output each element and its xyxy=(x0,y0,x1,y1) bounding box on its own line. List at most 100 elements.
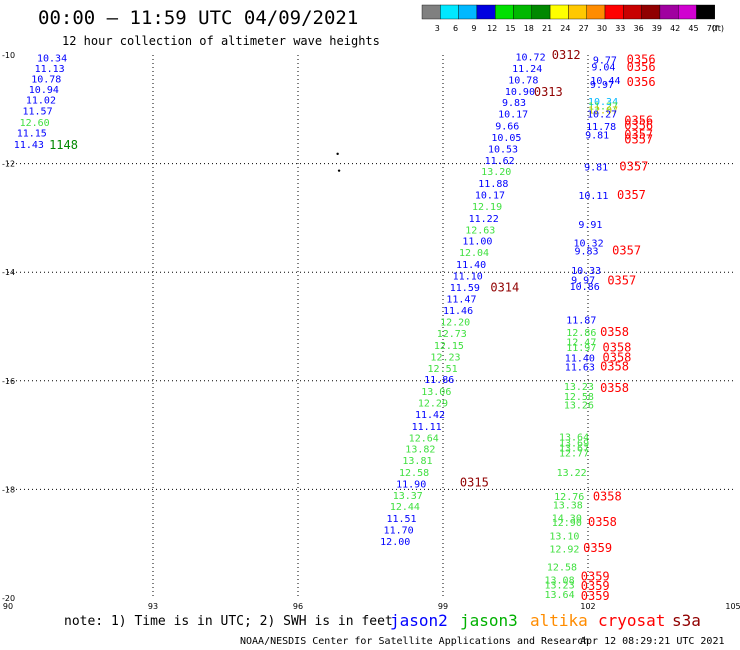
plot-grid xyxy=(8,55,733,598)
wave-height-value: 11.90 xyxy=(396,479,426,490)
color-scale-label: 27 xyxy=(579,24,589,33)
wave-height-value: 11.15 xyxy=(17,129,47,140)
color-scale-swatch xyxy=(678,4,697,20)
wave-height-value: 12.64 xyxy=(409,433,439,444)
y-tick-label: -10 xyxy=(2,51,15,60)
x-tick-label: 96 xyxy=(293,602,303,611)
chart-title: 00:00 – 11:59 UTC 04/09/2021 xyxy=(38,7,358,29)
wave-height-value: 9.83 xyxy=(502,98,526,109)
pass-time-label: 0359 xyxy=(581,589,610,603)
pass-time-label: 0356 xyxy=(624,119,653,133)
color-scale-label: 12 xyxy=(487,24,497,33)
pass-time-label: 0356 xyxy=(624,114,653,128)
pass-time-label: 0359 xyxy=(581,569,610,583)
wave-height-value: 12.51 xyxy=(428,364,458,375)
wave-height-value: 11.13 xyxy=(35,64,65,75)
wave-height-value: 10.44 xyxy=(590,76,620,87)
color-scale-label: 45 xyxy=(688,24,698,33)
wave-height-value: 13.38 xyxy=(553,501,583,512)
wave-height-value: 10.34 xyxy=(37,54,67,65)
wave-height-value: 11.51 xyxy=(386,514,416,525)
wave-height-value: 10.11 xyxy=(578,191,608,202)
island-markers xyxy=(336,152,341,172)
wave-height-value: 13.37 xyxy=(393,491,423,502)
color-scale-legend: 3 6 9 12 15 18 21 24 27 30 33 36 39 42 45 70 xyxy=(421,4,717,33)
color-scale-swatch xyxy=(604,4,624,20)
wave-height-value: 11.46 xyxy=(443,306,473,317)
x-tick-label: 105 xyxy=(725,602,740,611)
wave-height-value: 13.69 xyxy=(559,439,589,450)
satellite-legend: jason2 jason3 altika cryosat s3a xyxy=(390,611,701,630)
wave-height-value: 13.64 xyxy=(545,590,575,601)
wave-height-value: 13.23 xyxy=(564,382,594,393)
satellite-legend-item: altika xyxy=(530,611,588,630)
pass-time-label: 0356 xyxy=(627,75,656,89)
x-tick-label: 99 xyxy=(438,602,448,611)
wave-height-value: 10.78 xyxy=(508,75,538,86)
x-tick-label: 102 xyxy=(580,602,595,611)
pass-time-label: 0357 xyxy=(624,133,653,147)
pass-time-label: 0357 xyxy=(619,159,648,173)
y-tick-label: -16 xyxy=(2,377,15,386)
wave-height-value: 10.72 xyxy=(516,53,546,64)
satellite-legend-item: cryosat xyxy=(598,611,665,630)
color-scale-swatch xyxy=(421,4,441,20)
pass-time-label: 0358 xyxy=(603,350,632,364)
footer-timestamp: Apr 12 08:29:21 UTC 2021 xyxy=(580,636,725,647)
color-scale-swatch xyxy=(623,4,642,20)
wave-height-value: 13.20 xyxy=(481,167,511,178)
wave-height-value: 11.70 xyxy=(384,526,414,537)
color-scale-unit: (ft) xyxy=(712,24,724,33)
color-scale-swatch xyxy=(458,4,478,20)
wave-height-value: 11.47 xyxy=(446,294,476,305)
x-tick-label: 93 xyxy=(148,602,158,611)
y-tick-label: -12 xyxy=(2,160,15,169)
wave-height-value: 11.02 xyxy=(26,96,56,107)
pass-time-label: 0358 xyxy=(600,360,629,374)
color-scale-swatch xyxy=(531,4,551,20)
wave-height-value: 11.87 xyxy=(566,315,596,326)
color-scale-label: 18 xyxy=(524,24,534,33)
y-tick-label: -18 xyxy=(2,485,15,494)
wave-height-value: 10.34 xyxy=(588,97,618,108)
wave-height-value: 10.94 xyxy=(29,85,59,96)
wave-height-value: 10.53 xyxy=(488,144,518,155)
wave-height-value: 11.62 xyxy=(485,156,515,167)
color-scale-swatch xyxy=(495,4,514,20)
pass-time-label: 0358 xyxy=(588,515,617,529)
color-scale-swatch xyxy=(549,4,569,20)
pass-time-label: 0357 xyxy=(607,273,636,287)
pass-time-label: 0314 xyxy=(490,280,519,294)
wave-height-value: 10.17 xyxy=(475,191,505,202)
wave-height-value: 12.07 xyxy=(588,105,618,116)
pass-time-label: 0357 xyxy=(612,243,641,257)
color-scale-swatch xyxy=(513,4,532,20)
wave-height-value: 11.00 xyxy=(462,237,492,248)
wave-height-value: 12.58 xyxy=(399,468,429,479)
island-marker xyxy=(336,152,339,156)
wave-height-value: 12.73 xyxy=(437,329,467,340)
wave-height-value: 9.83 xyxy=(574,246,598,257)
wave-height-value: 12.77 xyxy=(559,448,589,459)
wave-height-value: 10.32 xyxy=(574,238,604,249)
wave-height-value: 11.27 xyxy=(588,101,618,112)
pass-time-label: 1148 xyxy=(49,138,78,152)
wave-height-value: 13.22 xyxy=(557,468,587,479)
wave-height-value: 12.92 xyxy=(549,545,579,556)
y-tick-label: -14 xyxy=(2,268,15,277)
pass-time-label: 0358 xyxy=(600,381,629,395)
color-scale-swatch xyxy=(568,4,587,20)
wave-height-value: 12.19 xyxy=(472,202,502,213)
wave-height-value: 13.23 xyxy=(545,580,575,591)
wave-height-value: 13.82 xyxy=(405,445,435,456)
wave-height-value: 13.08 xyxy=(545,576,575,587)
wave-height-value: 10.78 xyxy=(31,74,61,85)
wave-height-value: 9.97 xyxy=(571,275,595,286)
satellite-legend-item: jason2 xyxy=(390,611,448,630)
wave-height-value: 11.97 xyxy=(566,343,596,354)
color-scale-label: 36 xyxy=(634,24,644,33)
pass-time-label: 0359 xyxy=(581,579,610,593)
color-scale-label: 9 xyxy=(471,24,476,33)
wave-height-value: 10.17 xyxy=(498,110,528,121)
